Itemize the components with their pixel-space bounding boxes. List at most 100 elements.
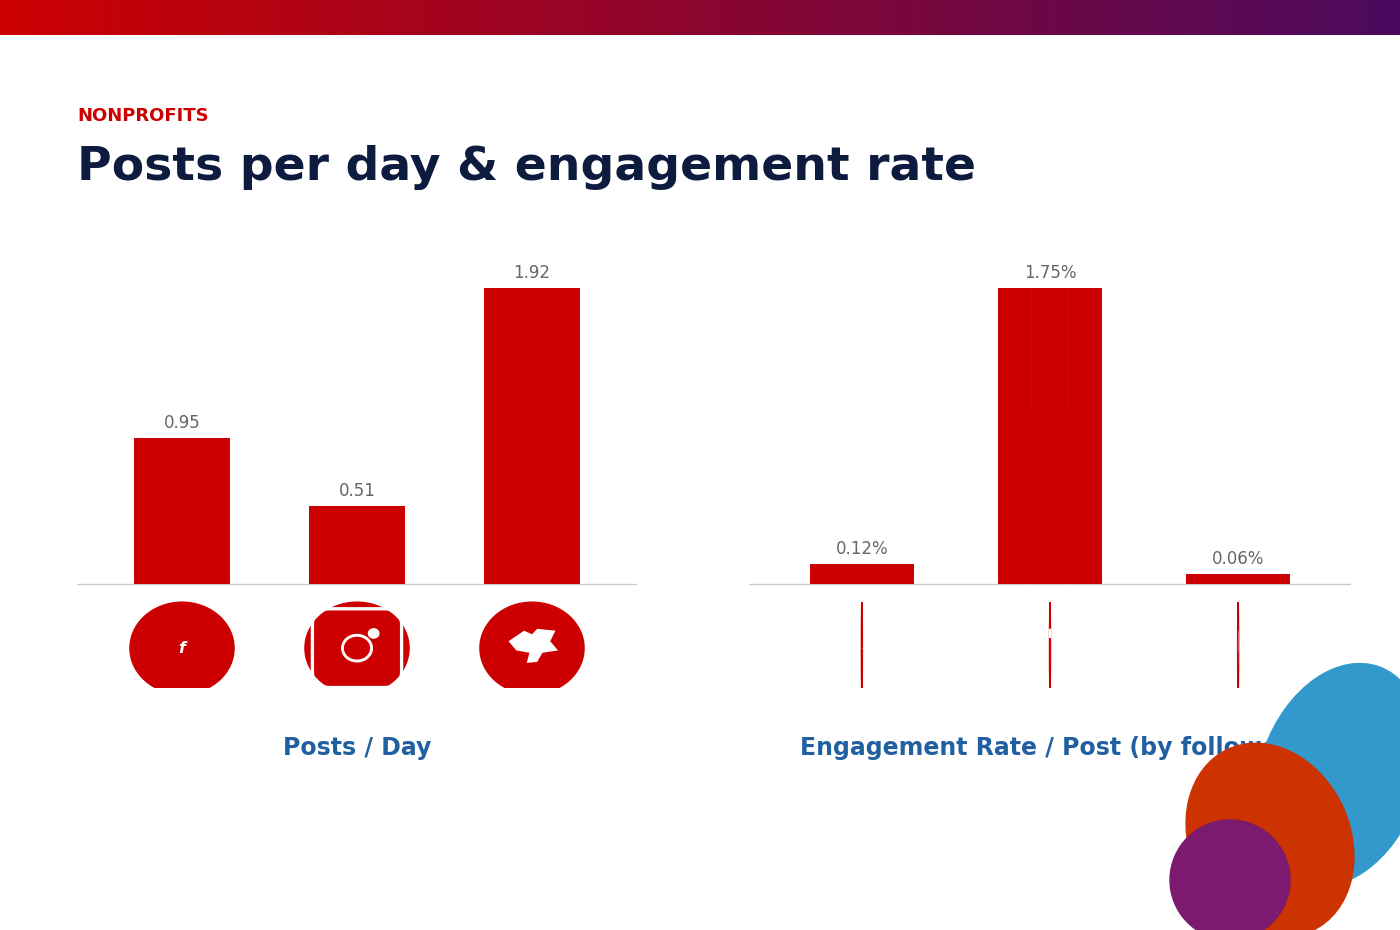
Bar xyxy=(672,0,679,35)
Bar xyxy=(763,0,770,35)
Bar xyxy=(287,0,294,35)
Bar xyxy=(1323,0,1330,35)
Bar xyxy=(196,0,203,35)
Bar xyxy=(1358,0,1365,35)
Text: Engagement Rate / Post (by follower): Engagement Rate / Post (by follower) xyxy=(799,736,1301,760)
Text: 0.06%: 0.06% xyxy=(1212,551,1264,568)
Bar xyxy=(1281,0,1288,35)
Bar xyxy=(777,0,784,35)
Bar xyxy=(133,0,140,35)
Circle shape xyxy=(130,602,234,694)
Bar xyxy=(735,0,742,35)
Bar xyxy=(1008,0,1015,35)
Bar xyxy=(518,0,525,35)
Bar xyxy=(511,0,518,35)
Bar xyxy=(868,0,875,35)
Bar xyxy=(1113,0,1120,35)
Bar xyxy=(546,0,553,35)
Bar xyxy=(378,0,385,35)
Bar xyxy=(728,0,735,35)
Bar xyxy=(35,0,42,35)
Bar xyxy=(147,0,154,35)
Bar xyxy=(217,0,224,35)
Bar xyxy=(1351,0,1358,35)
Bar xyxy=(1134,0,1141,35)
Bar xyxy=(973,0,980,35)
Bar xyxy=(371,0,378,35)
Bar xyxy=(1330,0,1337,35)
Bar xyxy=(756,0,763,35)
Bar xyxy=(896,0,903,35)
Bar xyxy=(343,0,350,35)
Text: f: f xyxy=(179,641,185,656)
Bar xyxy=(1127,0,1134,35)
Text: 0.95: 0.95 xyxy=(164,414,200,432)
Bar xyxy=(1190,0,1197,35)
Bar xyxy=(959,0,966,35)
Bar xyxy=(1050,0,1057,35)
Bar xyxy=(679,0,686,35)
Bar xyxy=(1197,0,1204,35)
Bar xyxy=(357,0,364,35)
Bar xyxy=(140,0,147,35)
Bar xyxy=(105,0,112,35)
Bar xyxy=(245,0,252,35)
Bar xyxy=(63,0,70,35)
Bar xyxy=(1071,0,1078,35)
Bar xyxy=(784,0,791,35)
Bar xyxy=(7,0,14,35)
Bar xyxy=(1316,0,1323,35)
Bar xyxy=(749,0,756,35)
Bar xyxy=(812,0,819,35)
Bar xyxy=(210,0,217,35)
Bar xyxy=(420,0,427,35)
Bar xyxy=(1365,0,1372,35)
Circle shape xyxy=(480,602,584,694)
Bar xyxy=(854,0,861,35)
Bar xyxy=(1078,0,1085,35)
Bar xyxy=(917,0,924,35)
Bar xyxy=(168,0,175,35)
Bar xyxy=(406,0,413,35)
Bar xyxy=(1186,574,1289,584)
Bar xyxy=(665,0,672,35)
Bar xyxy=(1064,0,1071,35)
Bar xyxy=(693,0,700,35)
Bar xyxy=(700,0,707,35)
Bar xyxy=(1015,0,1022,35)
Bar xyxy=(1246,0,1253,35)
Bar xyxy=(294,0,301,35)
Bar xyxy=(952,0,959,35)
Bar xyxy=(329,0,336,35)
Bar xyxy=(189,0,196,35)
Bar xyxy=(630,0,637,35)
Bar xyxy=(1141,0,1148,35)
Ellipse shape xyxy=(1186,743,1354,930)
Bar xyxy=(413,0,420,35)
Bar xyxy=(742,0,749,35)
Bar xyxy=(224,0,231,35)
Bar xyxy=(238,0,245,35)
Bar xyxy=(861,0,868,35)
Bar xyxy=(0,0,7,35)
Bar xyxy=(686,0,693,35)
Bar xyxy=(980,0,987,35)
Bar xyxy=(1379,0,1386,35)
Bar xyxy=(1169,0,1176,35)
Bar xyxy=(49,0,56,35)
Ellipse shape xyxy=(1170,820,1289,930)
Bar xyxy=(364,0,371,35)
Bar xyxy=(1099,0,1106,35)
Bar xyxy=(560,0,567,35)
Bar xyxy=(651,0,658,35)
Bar xyxy=(126,0,133,35)
Bar xyxy=(91,0,98,35)
Bar xyxy=(1085,0,1092,35)
Bar xyxy=(882,0,889,35)
Ellipse shape xyxy=(1256,663,1400,886)
Text: 0.51: 0.51 xyxy=(339,482,375,499)
Bar xyxy=(231,0,238,35)
Bar xyxy=(182,0,189,35)
Bar xyxy=(273,0,280,35)
Bar xyxy=(924,0,931,35)
